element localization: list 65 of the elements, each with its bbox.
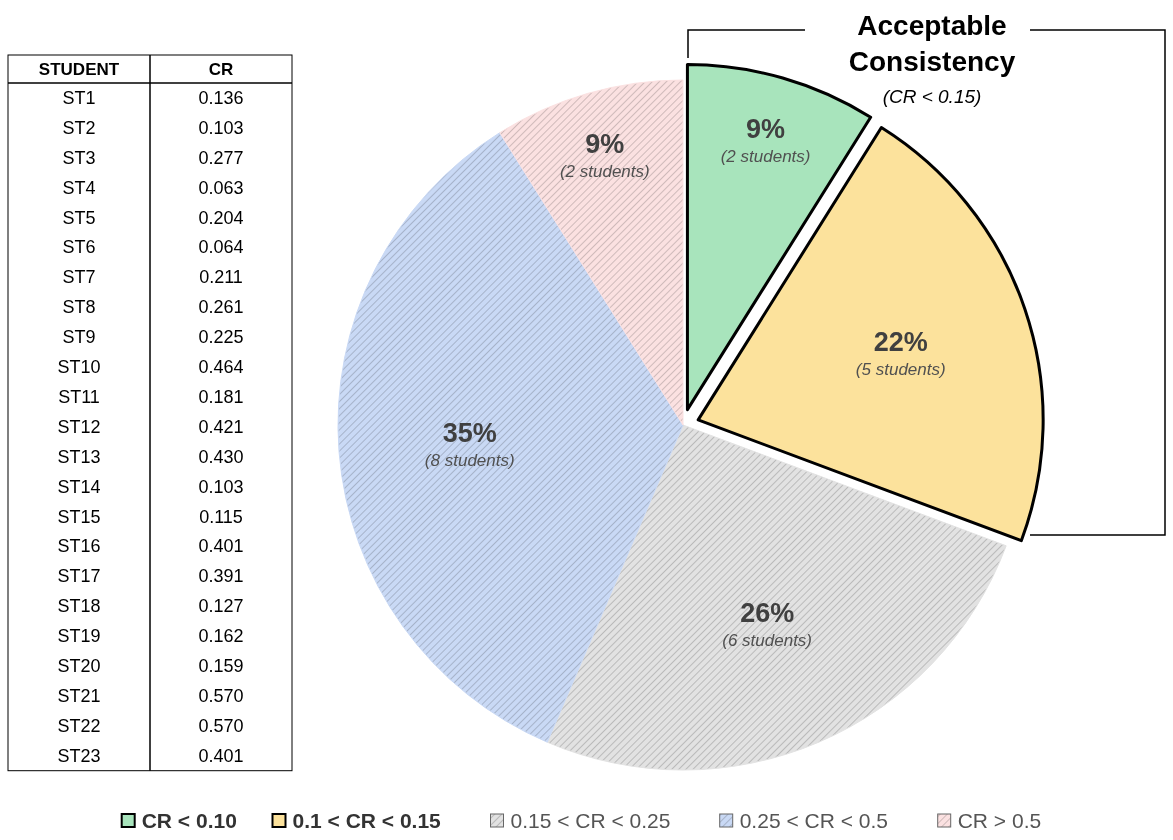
data-label: 0.464	[198, 357, 244, 378]
data-label: 0.225	[198, 327, 244, 348]
data-label: 0.064	[198, 237, 244, 258]
text: (8 students)	[424, 450, 515, 470]
category-label: ST8	[62, 297, 96, 318]
category-label: ST23	[57, 745, 101, 766]
category-label: ST5	[62, 207, 96, 228]
data-label: 9%	[746, 113, 786, 144]
category-label: ST13	[57, 446, 101, 467]
data-label: 0.063	[198, 177, 244, 198]
data-label: 0.261	[198, 297, 244, 318]
data-label: 22%	[873, 327, 928, 358]
data-label: 0.136	[198, 87, 244, 108]
category-label: ST4	[62, 177, 96, 198]
text: STUDENT	[38, 60, 120, 79]
data-label: 0.162	[198, 626, 244, 647]
data-label: 0.430	[198, 446, 244, 467]
data-label: 0.401	[198, 745, 244, 766]
data-label: 26%	[740, 597, 795, 628]
text: (5 students)	[855, 360, 946, 380]
category-label: ST18	[57, 596, 101, 617]
category-label: ST19	[57, 626, 101, 647]
data-label: 0.391	[198, 566, 244, 587]
category-label: ST20	[57, 656, 101, 677]
category-label: ST9	[62, 327, 96, 348]
category-label: ST22	[57, 715, 101, 736]
data-label: 0.570	[198, 715, 244, 736]
text: CR	[208, 60, 234, 79]
category-label: ST12	[57, 416, 101, 437]
data-label: 35%	[442, 417, 497, 448]
category-label: ST7	[62, 267, 96, 288]
data-label: 0.103	[198, 117, 244, 138]
legend-label: CR < 0.10	[141, 809, 237, 832]
legend-label: 0.1 < CR < 0.15	[292, 809, 442, 832]
data-label: 9%	[585, 129, 625, 160]
category-label: ST11	[58, 386, 100, 407]
data-label: 0.127	[198, 596, 244, 617]
data-label: 0.103	[198, 476, 244, 497]
category-label: ST3	[62, 147, 96, 168]
data-label: 0.421	[198, 416, 244, 437]
category-label: ST15	[57, 506, 101, 527]
category-label: ST1	[62, 87, 96, 108]
data-label: 0.159	[198, 656, 244, 677]
category-label: ST10	[57, 357, 101, 378]
text: Acceptable Consistency	[848, 10, 1016, 77]
legend-label: 0.15 < CR < 0.25	[510, 809, 671, 832]
data-label: 0.115	[199, 506, 243, 527]
text: (6 students)	[722, 630, 813, 650]
data-label: 0.277	[198, 147, 244, 168]
data-label: 0.211	[199, 267, 243, 288]
category-label: ST2	[62, 117, 96, 138]
data-label: 0.181	[198, 386, 244, 407]
data-label: 0.401	[198, 536, 244, 557]
legend-label: 0.25 < CR < 0.5	[739, 809, 888, 832]
text: (CR < 0.15)	[882, 86, 982, 107]
category-label: ST16	[57, 536, 101, 557]
category-label: ST6	[62, 237, 96, 258]
category-label: ST21	[57, 685, 101, 706]
legend-label: CR > 0.5	[957, 809, 1042, 832]
text: (2 students)	[720, 146, 811, 166]
category-label: ST17	[57, 566, 101, 587]
data-label: 0.204	[198, 207, 244, 228]
text: (2 students)	[559, 162, 650, 182]
category-label: ST14	[57, 476, 101, 497]
data-label: 0.570	[198, 685, 244, 706]
